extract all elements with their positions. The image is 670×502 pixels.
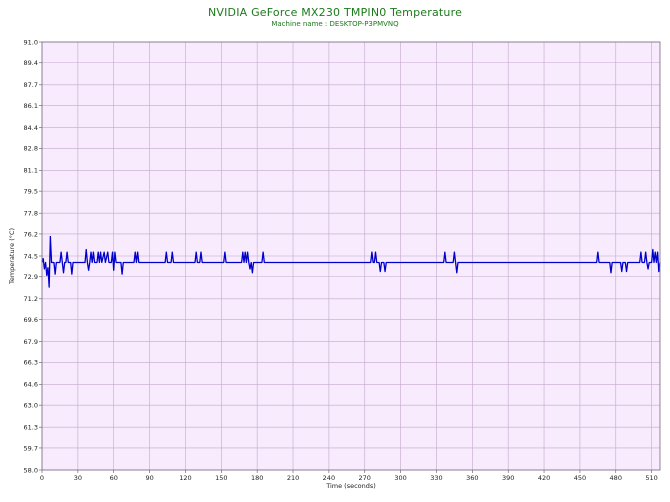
x-tick-label: 420 [538, 474, 550, 482]
series-line [41, 235, 661, 288]
chart-subtitle: Machine name : DESKTOP-P3PMVNQ [271, 20, 399, 28]
y-tick-label: 91.0 [24, 38, 38, 46]
y-tick-label: 79.5 [24, 187, 38, 195]
chart-title: NVIDIA GeForce MX230 TMPIN0 Temperature [207, 6, 463, 19]
y-tick-label: 87.7 [24, 81, 38, 89]
x-tick-label: 330 [430, 474, 442, 482]
y-tick-label: 74.5 [24, 252, 38, 260]
y-tick-label: 64.6 [24, 381, 38, 389]
x-tick-label: 0 [40, 474, 44, 482]
x-tick-label: 90 [145, 474, 153, 482]
x-tick-label: 240 [323, 474, 335, 482]
y-tick-label: 81.1 [24, 167, 38, 175]
x-tick-label: 30 [74, 474, 82, 482]
y-tick-label: 66.3 [24, 359, 38, 367]
x-tick-label: 360 [466, 474, 478, 482]
x-tick-label: 210 [287, 474, 299, 482]
y-tick-label: 82.8 [24, 145, 38, 153]
x-axis-label: Time (seconds) [325, 482, 376, 490]
x-tick-label: 480 [610, 474, 622, 482]
x-tick-labels: 0 30 60 90 120 150 180 210 240 270 300 330 360 390 420… [40, 474, 658, 482]
x-tick-label: 120 [179, 474, 191, 482]
y-tick-label: 58.0 [24, 466, 38, 474]
x-tick-label: 300 [394, 474, 406, 482]
y-tick-label: 59.7 [24, 444, 38, 452]
y-tick-label: 61.3 [24, 424, 38, 432]
x-tick-label: 180 [251, 474, 263, 482]
y-axis-label: Temperature (°C) [8, 228, 16, 285]
y-tick-label: 67.9 [24, 338, 38, 346]
y-tick-label: 63.0 [24, 401, 38, 409]
x-tick-label: 390 [502, 474, 514, 482]
y-tick-label: 76.2 [24, 230, 38, 238]
y-tick-label: 72.9 [24, 273, 38, 281]
x-tick-label: 60 [110, 474, 118, 482]
y-tick-label: 89.4 [24, 59, 38, 67]
y-tick-label: 77.8 [24, 210, 38, 218]
y-tick-label: 84.4 [24, 124, 38, 132]
y-tick-label: 71.2 [24, 295, 38, 303]
y-tick-labels: 91.0 89.4 87.7 86.1 84.4 82.8 81.1 79.5 77.8 76.2… [24, 38, 38, 474]
x-tick-label: 270 [359, 474, 371, 482]
tick-marks [39, 41, 652, 473]
x-tick-label: 150 [215, 474, 227, 482]
x-tick-label: 510 [645, 474, 657, 482]
plot-border [41, 41, 661, 471]
y-tick-label: 86.1 [24, 102, 38, 110]
x-tick-label: 450 [574, 474, 586, 482]
y-tick-label: 69.6 [24, 316, 38, 324]
